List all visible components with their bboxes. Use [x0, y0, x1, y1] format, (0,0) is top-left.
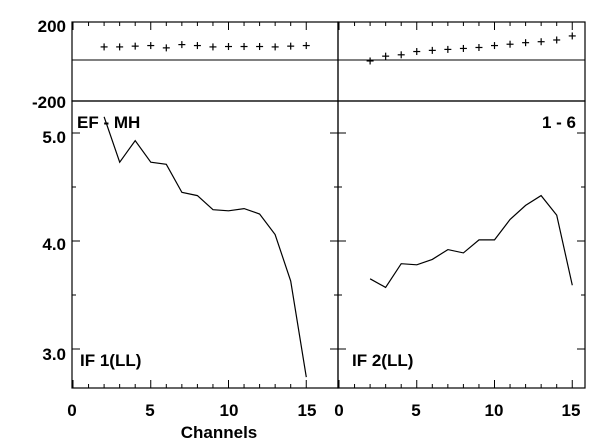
phase-point-left	[256, 43, 264, 51]
title-right: 1 - 6	[542, 113, 576, 132]
phase-point-left	[193, 42, 201, 50]
phase-point-right	[382, 52, 390, 60]
phase-panel-frame-left	[71, 21, 339, 102]
title-left: EF - MH	[77, 113, 140, 132]
phase-point-left	[271, 43, 279, 51]
x-axis-label: Channels	[181, 423, 258, 442]
amplitude-line-left	[103, 116, 307, 378]
amplitude-line-right	[369, 194, 573, 289]
y-tick-label-phase-bottom: -200	[32, 93, 66, 112]
x-tick-label-left: 5	[145, 401, 154, 420]
x-tick-label-left: 10	[220, 401, 239, 420]
phase-point-left	[240, 43, 248, 51]
phase-point-left	[225, 43, 232, 51]
phase-point-left	[209, 43, 217, 51]
y-tick-label-amplitude: 4.0	[42, 235, 66, 254]
panel-label-left: IF 1(LL)	[80, 351, 141, 370]
phase-point-left	[100, 43, 108, 51]
phase-point-right	[506, 40, 514, 48]
phase-point-left	[302, 42, 310, 50]
phase-point-left	[178, 41, 186, 49]
x-tick-label-left: 0	[67, 401, 76, 420]
x-tick-label-right: 10	[485, 401, 504, 420]
phase-point-right	[444, 45, 452, 53]
y-tick-label-amplitude: 3.0	[42, 345, 66, 364]
x-tick-label-right: 15	[562, 401, 581, 420]
x-tick-label-right: 5	[411, 401, 420, 420]
phase-point-left	[287, 42, 295, 50]
amplitude-panel-frame-right	[337, 100, 586, 389]
amplitude-panel-frame-left	[71, 100, 339, 389]
phase-point-right	[553, 36, 561, 44]
panels	[71, 21, 586, 389]
phase-point-right	[475, 43, 483, 51]
phase-point-right	[568, 32, 576, 40]
phase-point-left	[131, 42, 139, 50]
phase-point-right	[459, 44, 467, 52]
x-tick-label-left: 15	[298, 401, 317, 420]
phase-point-right	[537, 38, 545, 46]
phase-point-right	[366, 57, 374, 65]
phase-point-left	[116, 43, 124, 51]
phase-panel-frame-right	[337, 21, 586, 102]
phase-point-right	[522, 39, 530, 47]
x-tick-label-right: 0	[334, 401, 343, 420]
phase-point-left	[147, 42, 155, 50]
phase-point-right	[397, 51, 405, 59]
phase-point-right	[491, 42, 498, 50]
panel-label-right: IF 2(LL)	[352, 351, 413, 370]
phase-point-right	[413, 48, 421, 56]
phase-point-right	[428, 46, 436, 54]
phase-point-left	[162, 44, 170, 52]
y-tick-label-phase-top: 200	[38, 17, 66, 36]
y-tick-label-amplitude: 5.0	[42, 128, 66, 147]
